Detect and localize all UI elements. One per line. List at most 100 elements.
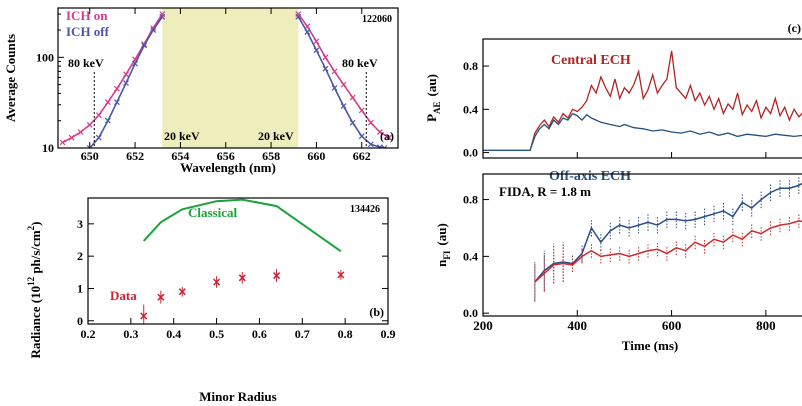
panel-a-ylabel: Average Counts [3,34,18,122]
panel-b-shot-number: 134426 [350,204,380,215]
panel-a-y-tick-label: 10 [42,141,54,155]
panel-a-annotation-80kev-right: 80 keV [342,56,378,70]
panel-a-series-0-point [123,71,129,78]
panel-a-marker-lines [93,72,367,148]
panel-a-ticks: 650 652 654 656 658 660 662 10 100 [36,8,371,163]
panel-a-annotation-20kev-left: 20 keV [164,129,200,143]
panel-a-series-1-point [150,27,157,33]
panel-b-x-tick-label: 0.4 [166,327,181,341]
panel-c-y-tick-label: 0.0 [463,146,478,160]
panel-c-frame [482,38,802,159]
panel-b-data-point [140,312,148,320]
panel-a-series-1-point [95,134,102,141]
panel-c-y-tick-label: 0.8 [463,59,478,73]
panel-b-data-point [178,288,186,296]
panel-b-legend-data: Data [110,288,137,303]
panel-a-x-tick-label: 662 [353,149,371,163]
panel-d-xlabel: Time (ms) [622,338,678,353]
panel-a-series-1-point [104,117,111,124]
panel-a-series-0-point [313,38,320,45]
panel-a-x-tick-label: 652 [126,149,144,163]
panel-a-series-1-point [331,84,338,91]
panel-b-x-tick-label: 0.3 [123,327,138,341]
panel-d-plot-area [534,176,802,302]
panel-b: 0.2 0.3 0.4 0.5 0.6 0.7 0.8 0.9 0 1 2 3 134426 Clas… [26,197,396,404]
panel-a-series-1-point [159,13,166,20]
panel-a-series-0-point [340,81,347,88]
panel-a-series-0-point [59,139,66,146]
panel-b-ylabel: Radiance (1012 ph/s/cm2) [26,221,43,358]
panel-a-series-0-point [322,54,329,61]
panel-c-label: (c) [788,21,801,35]
panel-c-ylabel: PAE(au) [424,74,442,122]
panel-a-legend-ich-on: ICH on [66,8,108,23]
panel-a-x-tick-label: 654 [171,149,189,163]
panel-a-series-1-point [141,42,148,49]
panel-b-y-tick-label: 1 [77,281,83,295]
panel-a-shaded-region [162,8,299,148]
panel-a-legend-ich-off: ICH off [66,24,110,39]
panel-a-series-1-point [376,144,383,148]
panel-a-series-1-point [132,60,138,67]
panel-a-series-0-point [86,121,93,128]
panel-a-series-0-point [331,68,338,75]
panel-b-frame [87,197,389,325]
panel-a-series-0-point [114,85,120,92]
panel-a-series-1-point [322,65,329,72]
panel-b-y-tick-label: 2 [77,249,83,263]
panel-a-x-tick-label: 660 [307,149,325,163]
panel-b-x-tick-label: 0.6 [252,327,267,341]
panel-a-series-1-point [114,99,120,106]
panel-b-x-tick-label: 0.8 [338,327,353,341]
panel-a-series-1-point [86,145,93,148]
panel-a-label: (a) [380,129,394,143]
panel-a-frame [57,7,399,149]
panel-a-series-0-point [104,99,111,106]
panel-a-plot-area [59,11,392,148]
panel-a-y-tick-label: 100 [36,50,54,64]
panel-d-frame [482,173,802,317]
panel-b-label: (b) [369,305,384,319]
panel-a-series-1-point [304,29,311,35]
panel-c-series-1-line [483,112,802,152]
panel-b-legend-classical: Classical [188,205,238,220]
panel-a-series-1-point [358,133,365,140]
panel-c: 0.0 0.4 0.8 Central ECH Off-axis ECH (c) P… [424,21,802,184]
panel-c-plot-area [483,50,802,152]
panel-d: 200 400 600 800 0.0 0.4 0.8 FIDA, R = 1.8 m Ti… [434,173,802,353]
panel-a-series-0-point [376,129,383,135]
panel-b-data-point [157,293,165,301]
panel-d-x-tick-label: 600 [662,318,682,333]
panel-d-title: FIDA, R = 1.8 m [499,184,591,199]
panel-d-y-tick-label: 0.4 [463,249,478,263]
panel-c-y-tick-label: 0.4 [463,102,478,116]
panel-b-data-point [238,274,246,282]
panel-a-series-1-point [313,47,320,54]
panel-a-series-1-point [123,80,129,87]
panel-a-annotation-80kev-left: 80 keV [68,56,104,70]
panel-b-y-tick-label: 0 [77,314,83,328]
panel-a-x-tick-label: 656 [217,149,235,163]
panel-d-ylabel: nFI(au) [434,223,452,267]
panel-a-series-1-point [381,145,388,148]
panel-b-plot-area [140,198,345,324]
panel-a-series-1-point [340,103,347,109]
panel-b-x-tick-label: 0.9 [381,327,396,341]
panel-a-series-1-point [295,13,302,20]
panel-b-ticks: 0.2 0.3 0.4 0.5 0.6 0.7 0.8 0.9 0 1 2 3 [77,217,396,341]
panel-d-series-1-line [534,220,802,283]
panel-b-y-tick-label: 3 [77,217,83,231]
panel-d-ticks: 200 400 600 800 0.0 0.4 0.8 [463,193,776,333]
panel-b-x-tick-label: 0.7 [295,327,310,341]
panel-d-x-tick-label: 400 [568,318,588,333]
panel-b-data-point [337,271,345,279]
panel-a-series-0-point [367,119,374,126]
panel-a-series-0-point [386,134,392,141]
panel-d-x-tick-label: 200 [473,318,493,333]
panel-b-data-point [273,272,281,280]
panel-a-x-tick-label: 658 [262,149,280,163]
panel-b-data-point [213,278,221,286]
panel-a-x-tick-label: 650 [81,149,99,163]
panel-a-series-0-segment-1 [297,13,390,139]
